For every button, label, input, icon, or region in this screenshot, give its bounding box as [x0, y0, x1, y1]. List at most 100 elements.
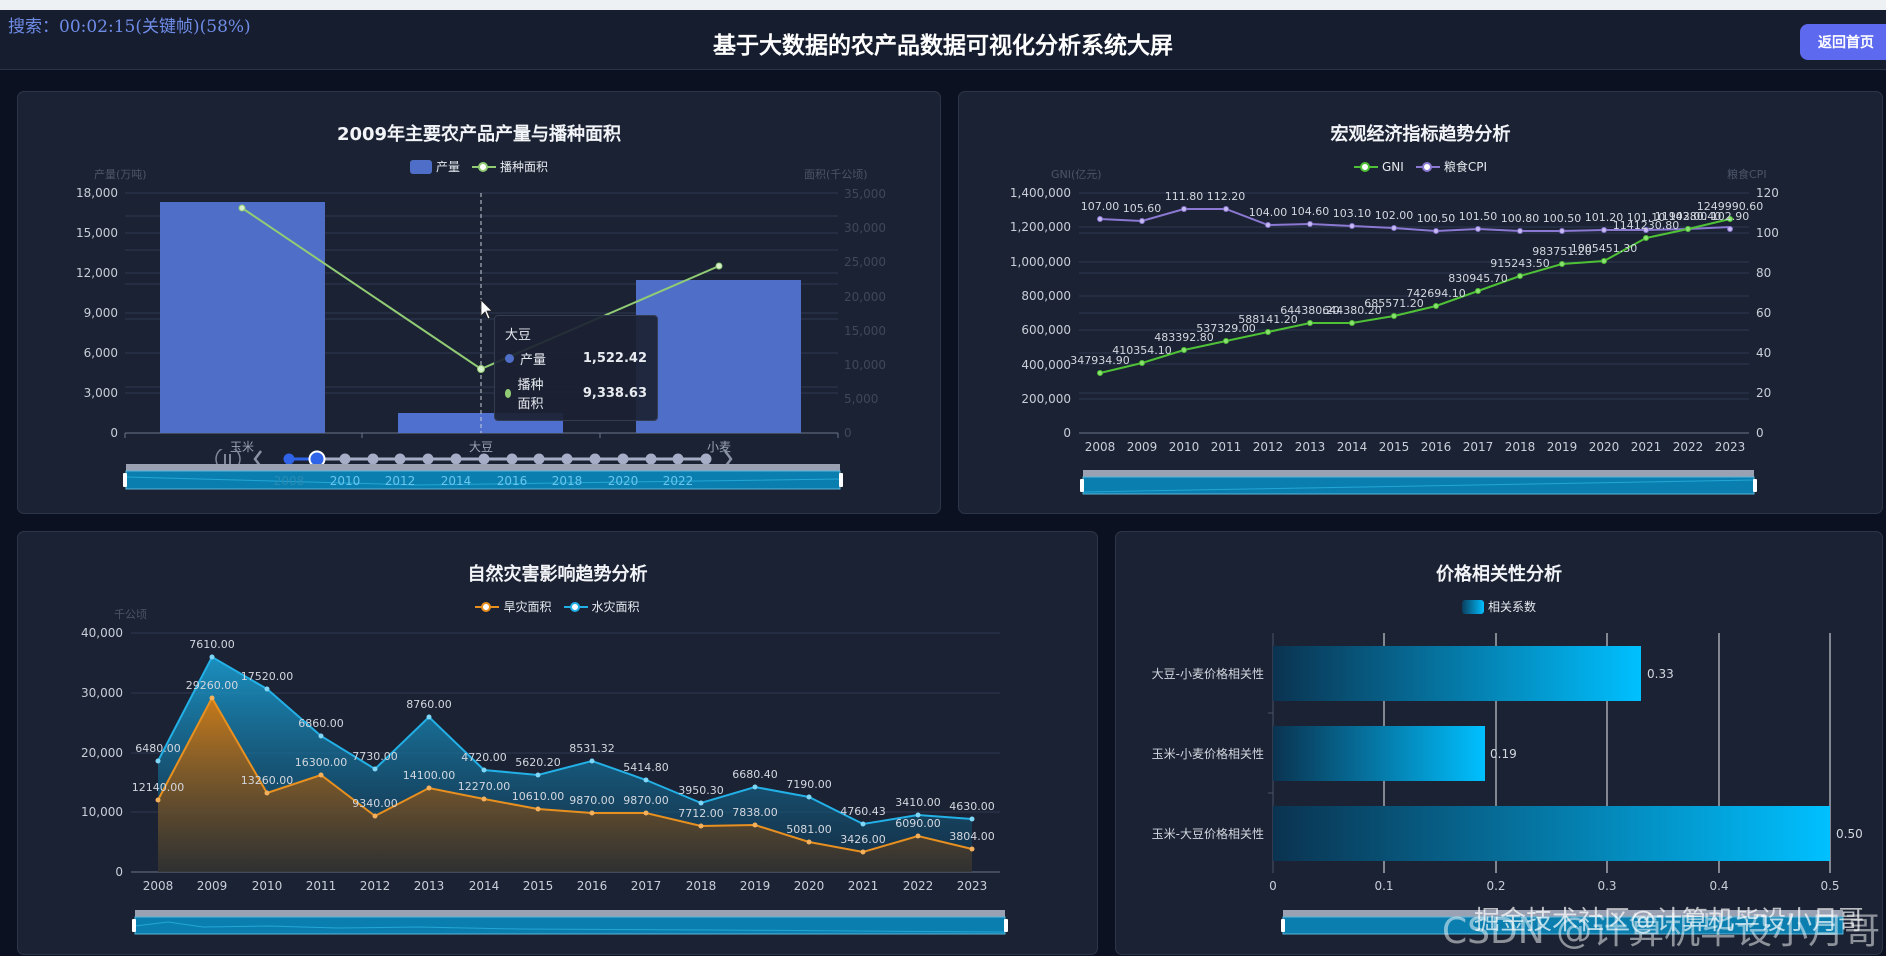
- svg-text:2009: 2009: [197, 879, 228, 893]
- svg-text:644380.20: 644380.20: [1322, 304, 1382, 317]
- svg-text:25,000: 25,000: [844, 255, 886, 269]
- year-timeline[interactable]: 2008 2010 2012 2014 2016 2018 2020 2022: [18, 449, 942, 509]
- legend-item-area[interactable]: 播种面积: [472, 158, 548, 175]
- svg-text:6090.00: 6090.00: [895, 817, 941, 830]
- svg-text:2012: 2012: [385, 474, 416, 488]
- disaster-panel: 自然灾害影响趋势分析 旱灾面积 水灾面积 千公顷 0 10,000 20,000 30…: [17, 531, 1098, 955]
- svg-text:800,000: 800,000: [1021, 289, 1071, 303]
- svg-text:2013: 2013: [414, 879, 445, 893]
- svg-text:0.1: 0.1: [1374, 879, 1393, 893]
- svg-text:0: 0: [1269, 879, 1277, 893]
- svg-text:2012: 2012: [360, 879, 391, 893]
- svg-text:2014: 2014: [1337, 440, 1368, 454]
- svg-text:9340.00: 9340.00: [352, 797, 398, 810]
- svg-text:2014: 2014: [441, 474, 472, 488]
- svg-text:0.19: 0.19: [1490, 747, 1517, 761]
- svg-text:大豆: 大豆: [469, 440, 493, 454]
- svg-text:30,000: 30,000: [844, 221, 886, 235]
- legend-label: 旱灾面积: [503, 600, 552, 614]
- svg-text:1,000,000: 1,000,000: [1010, 255, 1071, 269]
- svg-text:915243.50: 915243.50: [1490, 257, 1550, 270]
- svg-text:3410.00: 3410.00: [895, 796, 941, 809]
- production-chart-title: 2009年主要农产品产量与播种面积: [336, 124, 622, 145]
- svg-text:0.5: 0.5: [1820, 879, 1839, 893]
- svg-text:小麦: 小麦: [707, 440, 731, 454]
- svg-text:2021: 2021: [848, 879, 879, 893]
- legend-item-cpi[interactable]: 粮食CPI: [1415, 158, 1487, 175]
- macro-chart-title: 宏观经济指标趋势分析: [1330, 124, 1511, 145]
- svg-text:2010: 2010: [252, 879, 283, 893]
- correlation-chart: 0.330.190.50 大豆-小麦价格相关性玉米-小麦价格相关性玉米-大豆价格…: [1152, 633, 1863, 893]
- svg-text:0: 0: [844, 426, 852, 440]
- tooltip-label: 播种面积: [517, 378, 544, 412]
- svg-text:2017: 2017: [631, 879, 662, 893]
- svg-text:3804.00: 3804.00: [949, 830, 995, 843]
- svg-text:120: 120: [1756, 186, 1779, 200]
- legend-label: 水灾面积: [591, 600, 640, 614]
- legend-item-gni[interactable]: GNI: [1354, 160, 1404, 174]
- tooltip-label: 产量: [520, 353, 547, 368]
- svg-text:2018: 2018: [1505, 440, 1536, 454]
- svg-text:2017: 2017: [1463, 440, 1494, 454]
- svg-text:9870.00: 9870.00: [623, 794, 669, 807]
- correlation-panel: 价格相关性分析 相关系数 0.33 0.19 0.50 大豆-小麦价格相关性 玉米-小…: [1115, 531, 1883, 955]
- legend-item-drought[interactable]: 旱灾面积: [475, 598, 552, 615]
- svg-text:2010: 2010: [1169, 440, 1200, 454]
- svg-text:100.50: 100.50: [1417, 212, 1456, 225]
- drought-legend-icon: [475, 601, 500, 613]
- svg-text:103.10: 103.10: [1333, 207, 1372, 220]
- svg-text:5,000: 5,000: [844, 392, 878, 406]
- svg-text:10610.00: 10610.00: [512, 790, 565, 803]
- area-dot-icon: [505, 388, 512, 398]
- chart-tooltip: 大豆 产量 1,522.42 播种面积 9,338.63: [494, 315, 658, 421]
- legend-item-corr[interactable]: 相关系数: [1461, 598, 1536, 615]
- legend-label: GNI: [1382, 159, 1404, 174]
- svg-text:101.50: 101.50: [1459, 210, 1498, 223]
- svg-text:101.20: 101.20: [1585, 211, 1624, 224]
- svg-text:685571.20: 685571.20: [1364, 297, 1424, 310]
- svg-text:2021: 2021: [1631, 440, 1662, 454]
- svg-text:大豆-小麦价格相关性: 大豆-小麦价格相关性: [1152, 666, 1264, 681]
- page-title: 基于大数据的农产品数据可视化分析系统大屏: [713, 33, 1173, 59]
- svg-text:80: 80: [1756, 266, 1771, 280]
- disaster-chart-title: 自然灾害影响趋势分析: [467, 564, 648, 585]
- svg-text:2016: 2016: [577, 879, 608, 893]
- svg-text:4630.00: 4630.00: [949, 800, 995, 813]
- svg-text:100.50: 100.50: [1543, 212, 1582, 225]
- csdn-watermark: CSDN @计算机毕设小月哥: [1442, 911, 1881, 952]
- svg-text:4760.43: 4760.43: [840, 805, 886, 818]
- correlation-datazoom-slider[interactable]: [1116, 910, 1884, 940]
- legend-label: 播种面积: [500, 160, 549, 174]
- bar-corn: [160, 202, 325, 433]
- svg-text:6480.00: 6480.00: [135, 742, 181, 755]
- header: 搜索：00:02:15(关键帧)(58%) 基于大数据的农产品数据可视化分析系统…: [0, 10, 1886, 70]
- svg-text:40,000: 40,000: [81, 626, 123, 640]
- svg-text:1005451.30: 1005451.30: [1571, 242, 1637, 255]
- macro-datazoom-slider[interactable]: [959, 470, 1884, 500]
- svg-text:6680.40: 6680.40: [732, 768, 778, 781]
- legend-item-flood[interactable]: 水灾面积: [563, 598, 640, 615]
- corr-legend-icon: [1461, 599, 1484, 614]
- svg-text:0.33: 0.33: [1647, 667, 1674, 681]
- svg-text:830945.70: 830945.70: [1448, 272, 1508, 285]
- svg-text:105.60: 105.60: [1123, 202, 1162, 215]
- y-left-axis-name: 产量(万吨): [94, 168, 147, 181]
- disaster-datazoom-slider[interactable]: [18, 910, 1099, 940]
- svg-text:102.00: 102.00: [1375, 209, 1414, 222]
- legend-item-output[interactable]: 产量: [409, 158, 460, 175]
- legend-label: 相关系数: [1487, 600, 1536, 614]
- svg-text:2018: 2018: [552, 474, 583, 488]
- svg-text:100: 100: [1756, 226, 1779, 240]
- svg-text:101.10: 101.10: [1627, 211, 1666, 224]
- svg-text:983751.20: 983751.20: [1532, 245, 1592, 258]
- svg-text:2008: 2008: [1085, 440, 1116, 454]
- svg-text:5081.00: 5081.00: [786, 823, 832, 836]
- back-home-button[interactable]: 返回首页: [1800, 24, 1886, 60]
- svg-text:20,000: 20,000: [844, 290, 886, 304]
- svg-text:0: 0: [1756, 426, 1764, 440]
- svg-text:7712.00: 7712.00: [678, 807, 724, 820]
- svg-text:60: 60: [1756, 306, 1771, 320]
- macro-chart: 0 200,000 400,000 600,000 800,000 1,000,000 1…: [1010, 186, 1779, 454]
- svg-text:3426.00: 3426.00: [840, 833, 886, 846]
- svg-text:14100.00: 14100.00: [403, 769, 456, 782]
